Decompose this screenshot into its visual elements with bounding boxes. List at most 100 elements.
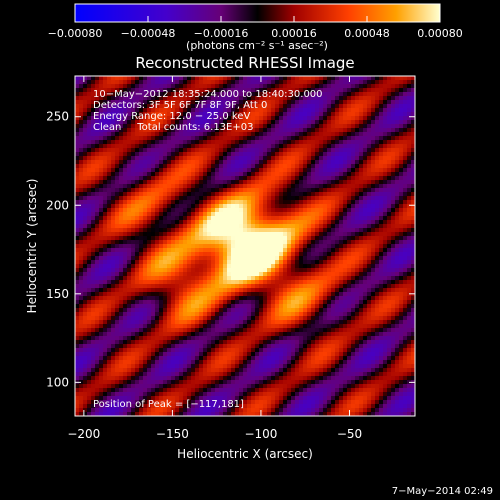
heatmap-cell [207, 260, 212, 265]
heatmap-cell [171, 152, 176, 157]
colorbar-tick-label: −0.00080 [48, 27, 103, 40]
heatmap-cell [139, 224, 144, 229]
heatmap-cell [195, 276, 200, 281]
heatmap-cell [303, 148, 308, 153]
heatmap-cell [123, 308, 128, 313]
heatmap-cell [223, 336, 228, 341]
heatmap-cell [191, 172, 196, 177]
heatmap-cell [115, 392, 120, 397]
heatmap-cell [291, 156, 296, 161]
heatmap-cell [83, 288, 88, 293]
heatmap-cell [299, 168, 304, 173]
heatmap-cell [215, 380, 220, 385]
heatmap-cell [195, 108, 200, 113]
heatmap-cell [135, 132, 140, 137]
heatmap-cell [263, 376, 268, 381]
heatmap-cell [175, 408, 180, 413]
heatmap-cell [283, 388, 288, 393]
heatmap-cell [303, 160, 308, 165]
heatmap-cell [267, 104, 272, 109]
heatmap-cell [135, 172, 140, 177]
heatmap-cell [107, 344, 112, 349]
heatmap-cell [287, 348, 292, 353]
heatmap-cell [279, 196, 284, 201]
heatmap-cell [135, 112, 140, 117]
heatmap-cell [187, 232, 192, 237]
heatmap-cell [263, 84, 268, 89]
heatmap-cell [119, 284, 124, 289]
heatmap-cell [239, 128, 244, 133]
heatmap-cell [95, 332, 100, 337]
heatmap-cell [139, 320, 144, 325]
heatmap-cell [159, 208, 164, 213]
heatmap-cell [87, 116, 92, 121]
heatmap-cell [99, 144, 104, 149]
heatmap-cell [247, 316, 252, 321]
heatmap-cell [171, 328, 176, 333]
heatmap-cell [99, 136, 104, 141]
heatmap-cell [91, 112, 96, 117]
heatmap-cell [211, 264, 216, 269]
heatmap-cell [299, 144, 304, 149]
heatmap-cell [287, 96, 292, 101]
heatmap-cell [179, 284, 184, 289]
heatmap-cell [115, 104, 120, 109]
heatmap-cell [155, 340, 160, 345]
heatmap-cell [123, 196, 128, 201]
heatmap-cell [79, 348, 84, 353]
heatmap-cell [115, 280, 120, 285]
heatmap-cell [267, 268, 272, 273]
heatmap-cell [91, 84, 96, 89]
heatmap-cell [135, 156, 140, 161]
heatmap-cell [107, 340, 112, 345]
heatmap-cell [267, 116, 272, 121]
heatmap-cell [147, 188, 152, 193]
heatmap-cell [263, 264, 268, 269]
heatmap-cell [239, 100, 244, 105]
heatmap-cell [259, 140, 264, 145]
heatmap-cell [299, 364, 304, 369]
heatmap-cell [143, 132, 148, 137]
heatmap-cell [155, 412, 160, 416]
heatmap-cell [123, 208, 128, 213]
heatmap-cell [227, 324, 232, 329]
heatmap-cell [119, 340, 124, 345]
heatmap-cell [111, 76, 116, 81]
heatmap-cell [111, 104, 116, 109]
heatmap-cell [115, 124, 120, 129]
heatmap-cell [219, 152, 224, 157]
heatmap-cell [279, 260, 284, 265]
heatmap-cell [175, 224, 180, 229]
heatmap-cell [151, 288, 156, 293]
heatmap-cell [107, 104, 112, 109]
heatmap-cell [179, 128, 184, 133]
heatmap-cell [243, 312, 248, 317]
heatmap-cell [211, 232, 216, 237]
heatmap-cell [235, 400, 240, 405]
heatmap-cell [291, 312, 296, 317]
heatmap-cell [111, 348, 116, 353]
heatmap-cell [307, 144, 312, 149]
heatmap-cell [231, 292, 236, 297]
heatmap-cell [115, 168, 120, 173]
heatmap-cell [119, 288, 124, 293]
heatmap-cell [291, 256, 296, 261]
heatmap-cell [127, 304, 132, 309]
heatmap-cell [103, 128, 108, 133]
heatmap-cell [187, 156, 192, 161]
heatmap-cell [279, 340, 284, 345]
heatmap-cell [179, 196, 184, 201]
heatmap-cell [207, 284, 212, 289]
heatmap-cell [107, 204, 112, 209]
heatmap-cell [231, 256, 236, 261]
heatmap-cell [127, 256, 132, 261]
heatmap-cell [147, 356, 152, 361]
heatmap-cell [219, 200, 224, 205]
heatmap-cell [87, 392, 92, 397]
heatmap-cell [107, 404, 112, 409]
heatmap-cell [299, 224, 304, 229]
heatmap-cell [191, 272, 196, 277]
heatmap-cell [195, 336, 200, 341]
heatmap-cell [283, 104, 288, 109]
heatmap-cell [131, 272, 136, 277]
